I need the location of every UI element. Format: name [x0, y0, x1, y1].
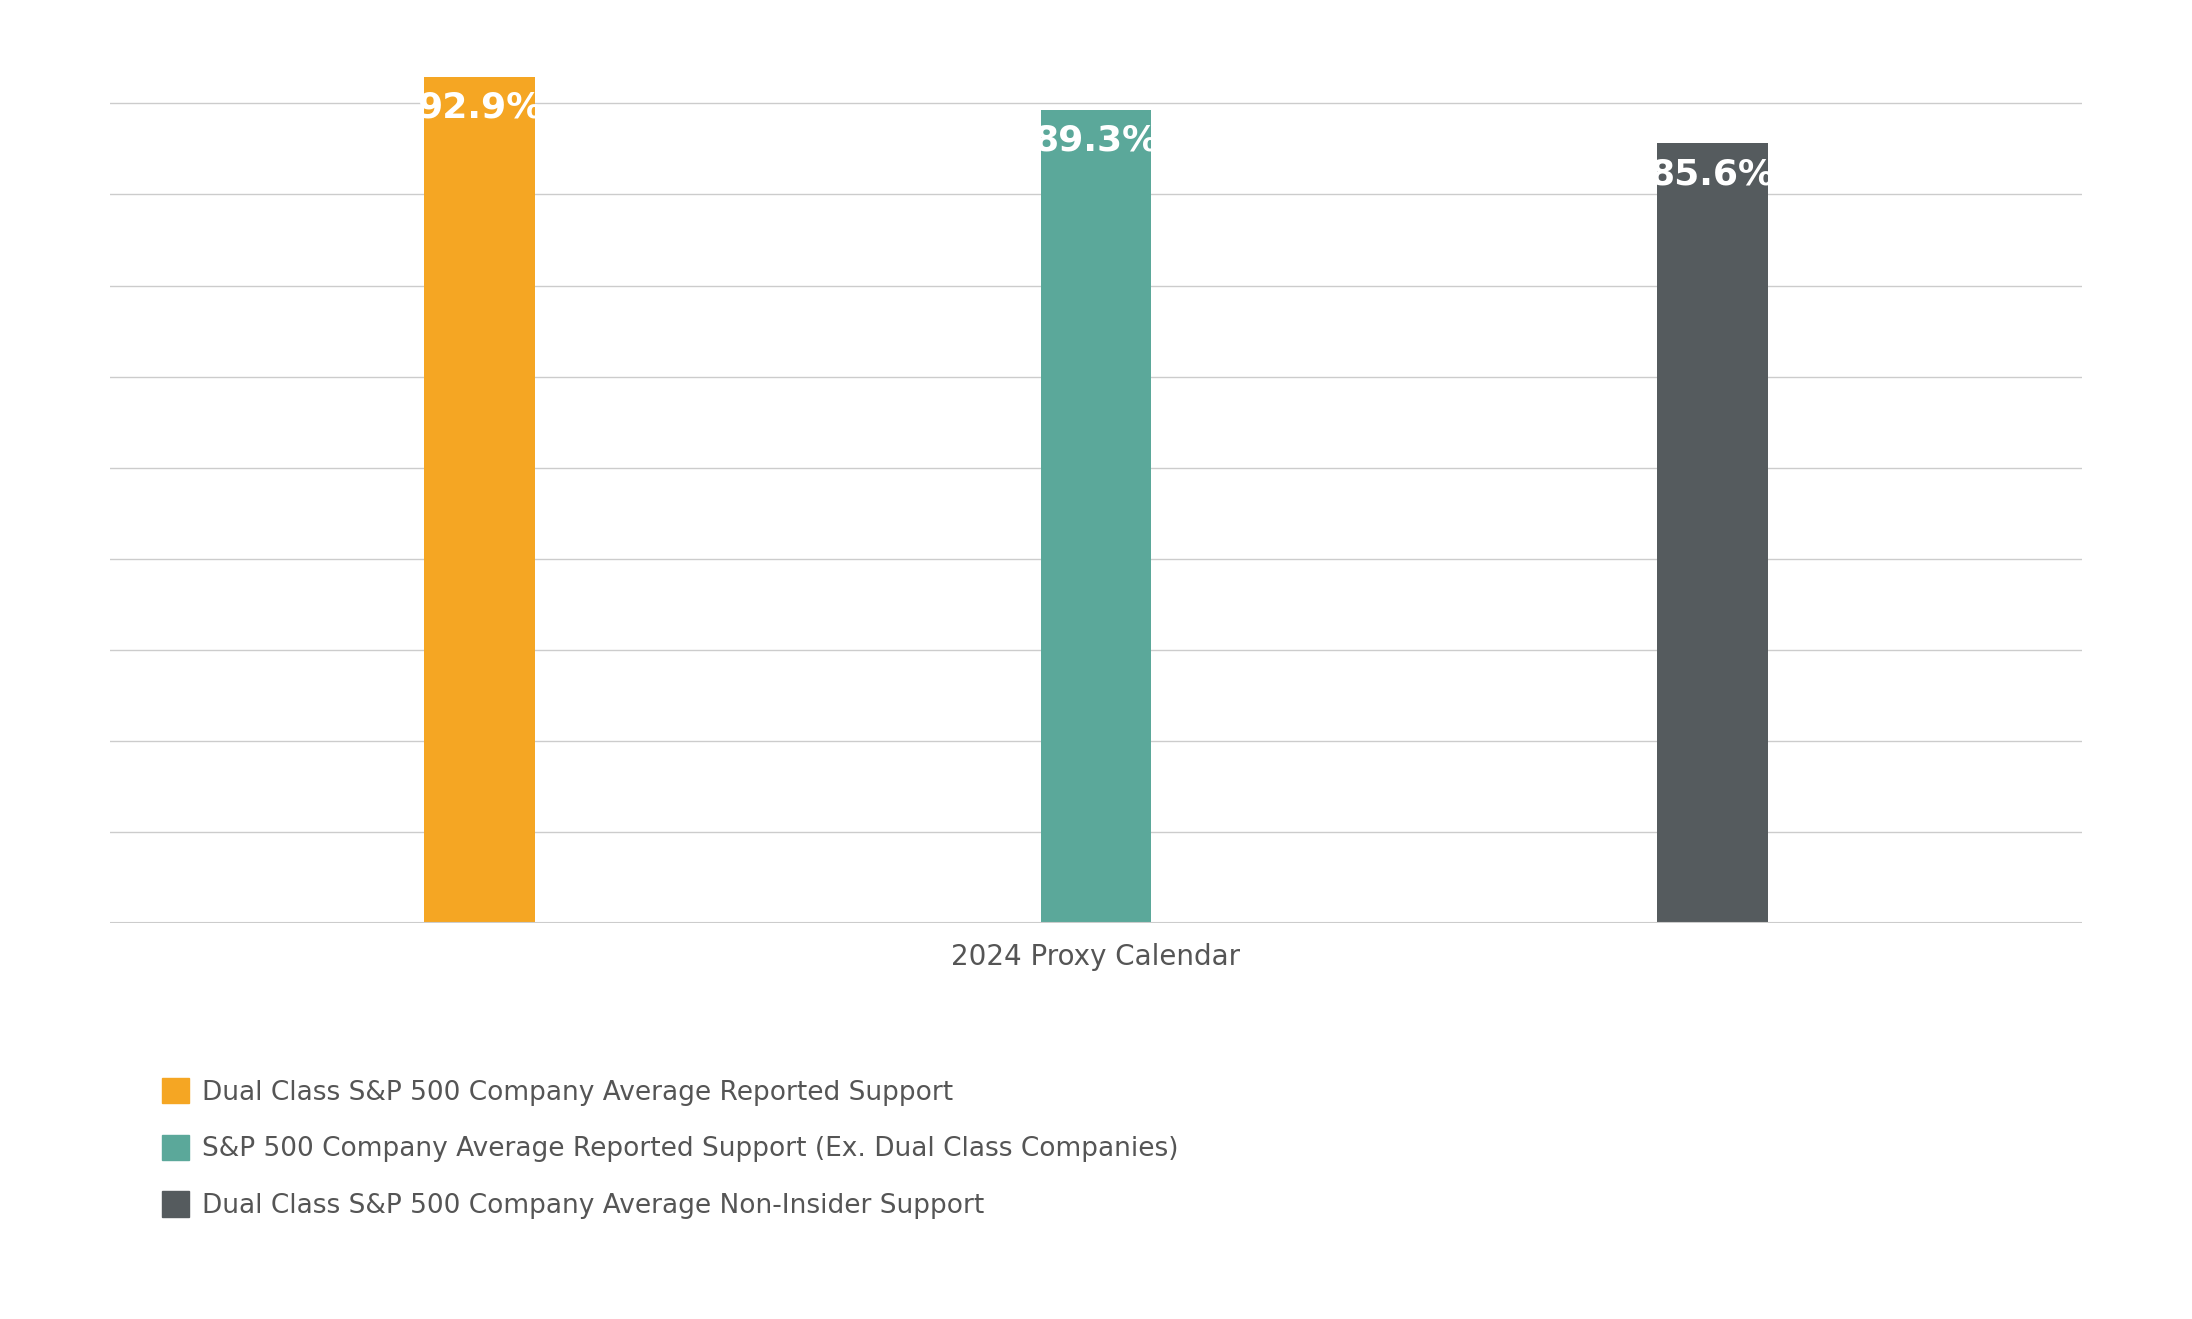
Text: 89.3%: 89.3% — [1032, 124, 1160, 157]
Text: 92.9%: 92.9% — [416, 91, 541, 124]
Text: 85.6%: 85.6% — [1651, 157, 1776, 191]
Bar — [1041, 109, 1151, 923]
Legend: Dual Class S&P 500 Company Average Reported Support, S&P 500 Company Average Rep: Dual Class S&P 500 Company Average Repor… — [162, 1078, 1179, 1219]
Bar — [423, 77, 535, 923]
Bar — [1657, 144, 1769, 923]
